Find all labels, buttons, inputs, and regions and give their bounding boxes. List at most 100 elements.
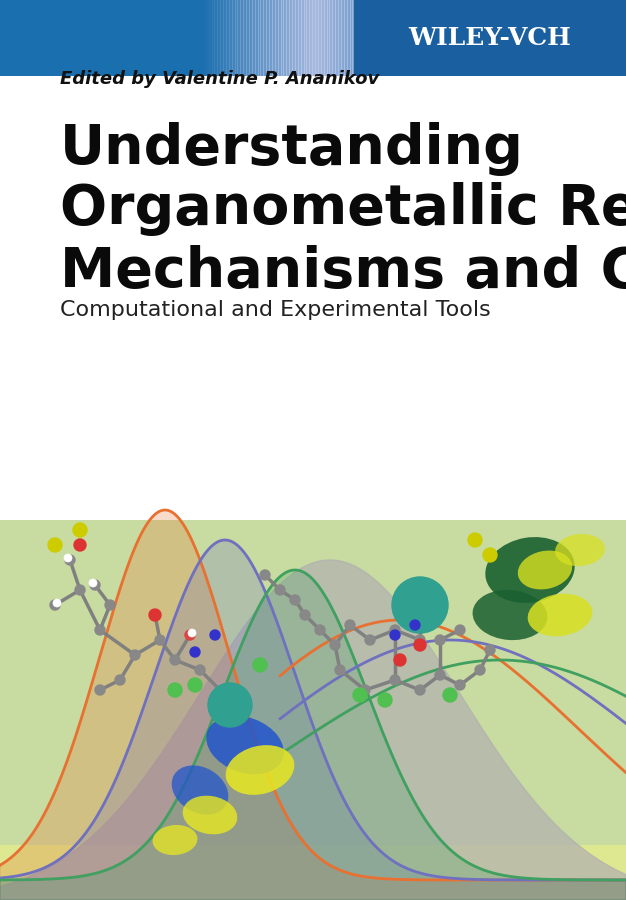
Circle shape: [483, 548, 497, 562]
Circle shape: [115, 675, 125, 685]
Bar: [266, 0, 270, 76]
Ellipse shape: [528, 594, 592, 636]
Bar: [223, 0, 227, 76]
Bar: [206, 0, 210, 76]
Circle shape: [65, 555, 75, 565]
Ellipse shape: [172, 765, 228, 814]
Bar: [424, 0, 428, 76]
Bar: [381, 0, 385, 76]
Bar: [416, 0, 419, 76]
Circle shape: [300, 610, 310, 620]
Circle shape: [378, 693, 392, 707]
Bar: [413, 0, 417, 76]
Circle shape: [50, 600, 60, 610]
Circle shape: [415, 685, 425, 695]
Circle shape: [64, 554, 72, 562]
Ellipse shape: [485, 537, 575, 603]
Bar: [232, 0, 235, 76]
Bar: [387, 0, 391, 76]
Text: Organometallic Reaction: Organometallic Reaction: [60, 182, 626, 236]
Bar: [364, 0, 367, 76]
Bar: [355, 0, 359, 76]
Bar: [292, 0, 296, 76]
Circle shape: [435, 670, 445, 680]
Circle shape: [390, 630, 400, 640]
Bar: [237, 0, 241, 76]
Bar: [390, 0, 394, 76]
Circle shape: [353, 688, 367, 702]
Bar: [315, 0, 319, 76]
Bar: [214, 0, 218, 76]
Circle shape: [365, 635, 375, 645]
Circle shape: [410, 620, 420, 630]
Circle shape: [415, 635, 425, 645]
Bar: [372, 0, 376, 76]
Bar: [312, 0, 316, 76]
Bar: [410, 0, 414, 76]
Circle shape: [149, 609, 161, 621]
Bar: [212, 0, 215, 76]
Text: Understanding: Understanding: [60, 122, 524, 176]
Bar: [228, 0, 233, 76]
Bar: [318, 0, 322, 76]
Circle shape: [188, 629, 196, 637]
Bar: [341, 0, 345, 76]
Circle shape: [443, 688, 457, 702]
Circle shape: [150, 610, 160, 620]
Bar: [367, 0, 371, 76]
Bar: [304, 0, 307, 76]
Bar: [396, 0, 399, 76]
Bar: [309, 0, 313, 76]
Circle shape: [74, 539, 86, 551]
Circle shape: [390, 675, 400, 685]
Circle shape: [195, 665, 205, 675]
Circle shape: [188, 678, 202, 692]
Circle shape: [190, 647, 200, 657]
Circle shape: [170, 655, 180, 665]
Bar: [235, 0, 239, 76]
Bar: [280, 0, 284, 76]
Circle shape: [253, 658, 267, 672]
Bar: [427, 0, 431, 76]
Bar: [0, 845, 626, 900]
Circle shape: [95, 685, 105, 695]
Bar: [338, 0, 342, 76]
Circle shape: [455, 625, 465, 635]
Bar: [277, 0, 282, 76]
Bar: [286, 0, 290, 76]
Bar: [260, 0, 264, 76]
Circle shape: [155, 635, 165, 645]
Bar: [220, 0, 224, 76]
Circle shape: [392, 577, 448, 633]
Bar: [349, 0, 353, 76]
Bar: [329, 0, 333, 76]
Bar: [226, 0, 230, 76]
Bar: [335, 0, 339, 76]
Bar: [321, 0, 325, 76]
Circle shape: [360, 685, 370, 695]
Bar: [246, 0, 250, 76]
Text: Computational and Experimental Tools: Computational and Experimental Tools: [60, 300, 491, 320]
Bar: [358, 0, 362, 76]
Bar: [332, 0, 336, 76]
Circle shape: [414, 639, 426, 651]
Circle shape: [75, 585, 85, 595]
Text: WILEY-VCH: WILEY-VCH: [409, 26, 572, 50]
Circle shape: [435, 635, 445, 645]
Bar: [347, 0, 351, 76]
Circle shape: [394, 654, 406, 666]
Bar: [257, 0, 262, 76]
Bar: [306, 0, 310, 76]
Circle shape: [455, 680, 465, 690]
Circle shape: [73, 523, 87, 537]
Text: Edited by Valentine P. Ananikov: Edited by Valentine P. Ananikov: [60, 70, 379, 88]
Bar: [327, 0, 331, 76]
Bar: [289, 0, 293, 76]
Circle shape: [210, 630, 220, 640]
Bar: [404, 0, 408, 76]
Bar: [269, 0, 273, 76]
Bar: [249, 0, 253, 76]
Ellipse shape: [473, 590, 547, 640]
Bar: [419, 0, 423, 76]
Bar: [243, 0, 247, 76]
